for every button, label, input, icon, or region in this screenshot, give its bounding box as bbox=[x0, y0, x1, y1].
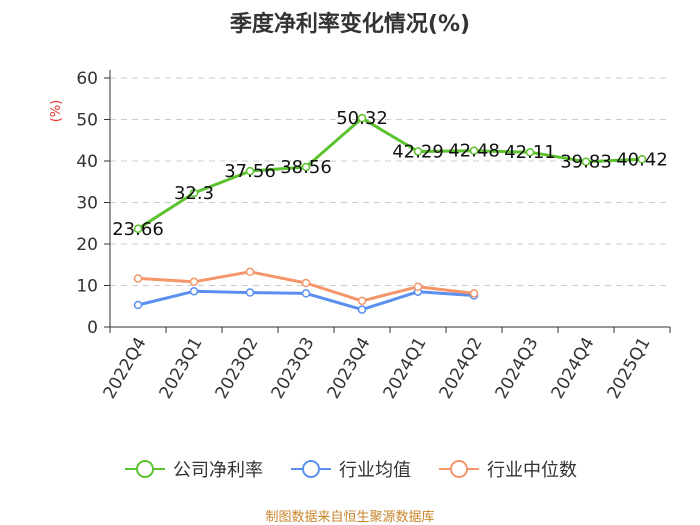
x-tick-label: 2023Q3 bbox=[268, 334, 319, 402]
data-label: 42.48 bbox=[448, 141, 500, 162]
data-label: 37.56 bbox=[224, 161, 276, 182]
y-tick-label: 20 bbox=[76, 235, 98, 255]
legend-item-2[interactable]: 行业中位数 bbox=[437, 456, 577, 482]
data-point bbox=[413, 147, 423, 156]
legend-label: 公司净利率 bbox=[173, 460, 263, 481]
data-label: 32.3 bbox=[174, 183, 214, 204]
chart-title: 季度净利率变化情况(%) bbox=[229, 12, 471, 37]
data-point bbox=[357, 305, 367, 314]
x-tick-label: 2024Q1 bbox=[380, 334, 431, 402]
data-label: 40.42 bbox=[616, 149, 668, 170]
data-point bbox=[133, 224, 143, 234]
data-point bbox=[189, 287, 199, 296]
y-tick-label: 0 bbox=[87, 318, 98, 338]
x-tick-label: 2024Q2 bbox=[436, 334, 487, 402]
data-label: 42.29 bbox=[392, 141, 444, 162]
data-label: 38.56 bbox=[280, 157, 332, 178]
y-tick-label: 10 bbox=[76, 277, 98, 297]
data-point bbox=[133, 300, 143, 310]
data-point bbox=[301, 278, 311, 288]
legend-item-1[interactable]: 行业均值 bbox=[289, 456, 411, 482]
legend-marker-icon bbox=[439, 460, 479, 478]
y-tick-label: 50 bbox=[76, 111, 98, 131]
x-tick-label: 2024Q4 bbox=[548, 334, 599, 402]
series-lines bbox=[133, 113, 647, 314]
legend-label: 行业均值 bbox=[339, 460, 411, 481]
y-tick-label: 40 bbox=[76, 152, 98, 172]
legend-item-0[interactable]: 公司净利率 bbox=[123, 456, 263, 482]
data-point bbox=[413, 282, 423, 291]
legend-marker-icon bbox=[125, 460, 165, 478]
data-label: 42.11 bbox=[504, 142, 556, 163]
data-label: 23.66 bbox=[112, 219, 164, 240]
y-tick-label: 60 bbox=[76, 69, 98, 89]
legend-marker-icon bbox=[291, 460, 331, 478]
data-label: 50.32 bbox=[336, 108, 388, 129]
data-point bbox=[189, 277, 199, 287]
x-tick-label: 2022Q4 bbox=[100, 334, 151, 402]
data-point bbox=[245, 288, 255, 297]
series-line-0 bbox=[137, 116, 643, 231]
x-tick-label: 2023Q4 bbox=[324, 334, 375, 402]
source-note: 制图数据来自恒生聚源数据库 bbox=[265, 510, 435, 525]
data-point bbox=[301, 162, 311, 172]
data-point bbox=[469, 146, 479, 155]
data-point bbox=[581, 157, 591, 166]
x-tick-label: 2025Q1 bbox=[604, 334, 655, 402]
data-point bbox=[357, 113, 367, 123]
x-tick-label: 2024Q3 bbox=[492, 334, 543, 402]
x-tick-label: 2023Q2 bbox=[212, 334, 263, 402]
grid-lines bbox=[110, 77, 670, 286]
data-label: 39.83 bbox=[560, 152, 612, 173]
data-point bbox=[245, 166, 255, 176]
data-point bbox=[357, 296, 367, 306]
data-point bbox=[301, 289, 311, 298]
y-axis-label: (%) bbox=[49, 100, 64, 123]
y-tick-label: 30 bbox=[76, 194, 98, 214]
data-point bbox=[525, 147, 535, 157]
x-tick-label: 2023Q1 bbox=[156, 334, 207, 402]
data-point bbox=[637, 155, 647, 164]
legend: 公司净利率 行业均值 行业中位数 bbox=[0, 455, 700, 483]
data-point bbox=[189, 188, 199, 198]
data-point bbox=[133, 274, 143, 283]
data-point bbox=[469, 289, 479, 298]
data-point bbox=[245, 267, 255, 277]
legend-label: 行业中位数 bbox=[487, 460, 577, 481]
